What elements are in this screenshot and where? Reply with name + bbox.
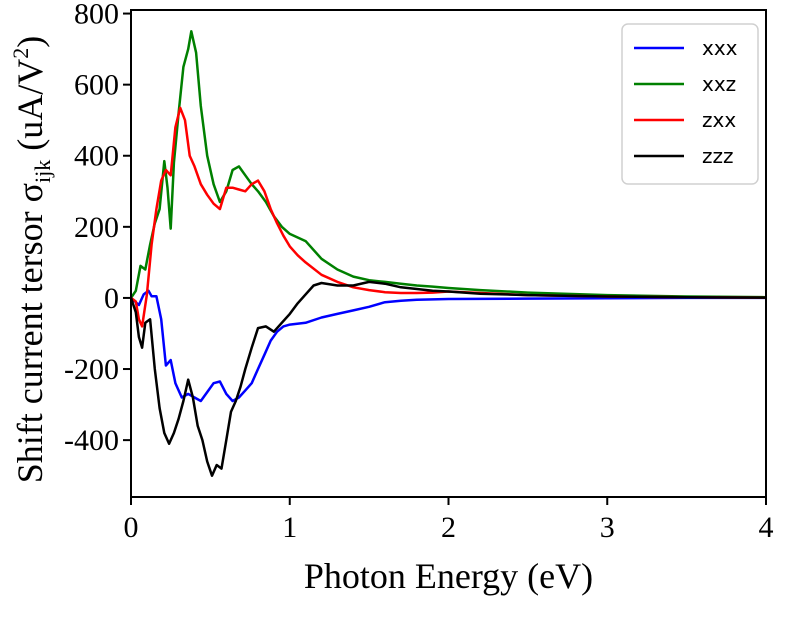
x-tick-label: 2 [441,511,456,544]
y-tick-label: 800 [74,0,119,31]
legend-label-zxx: zxx [702,108,736,132]
legend-box [621,23,759,185]
x-tick-label: 4 [759,511,774,544]
y-tick-label: -200 [64,353,119,386]
plot-series [129,30,767,477]
x-tick-label: 1 [282,511,297,544]
legend-label-xxx: xxx [702,36,738,60]
legend-label-zzz: zzz [702,144,734,168]
x-axis-title: Photon Energy (eV) [304,556,593,596]
y-tick-label: 200 [74,211,119,244]
legend-label-xxz: xxz [702,72,736,96]
y-axis-title-sup: 2 [8,48,33,59]
series-line-zzz [129,280,767,477]
y-tick-label: -400 [64,424,119,457]
y-axis-title-unit: (uA/V [10,59,50,160]
y-axis-title-close: ) [10,36,50,48]
y-tick-label: 600 [74,69,119,102]
y-tick-label: 400 [74,140,119,173]
y-axis-title: Shift current tersor σijk (uA/V2) [8,36,55,484]
x-axis: 0 1 2 3 4 [124,497,774,544]
series-line-xxx [130,289,766,403]
y-tick-label: 0 [104,282,119,315]
x-tick-label: 0 [124,511,139,544]
y-axis-title-sub: ijk [30,160,55,183]
y-axis: -400 -200 0 200 400 600 800 [64,0,131,457]
y-axis-title-main: Shift current tersor σ [10,183,50,483]
x-tick-label: 3 [600,511,615,544]
series-line-zxx [130,106,767,328]
legend: xxx xxz zxx zzz [621,23,759,185]
